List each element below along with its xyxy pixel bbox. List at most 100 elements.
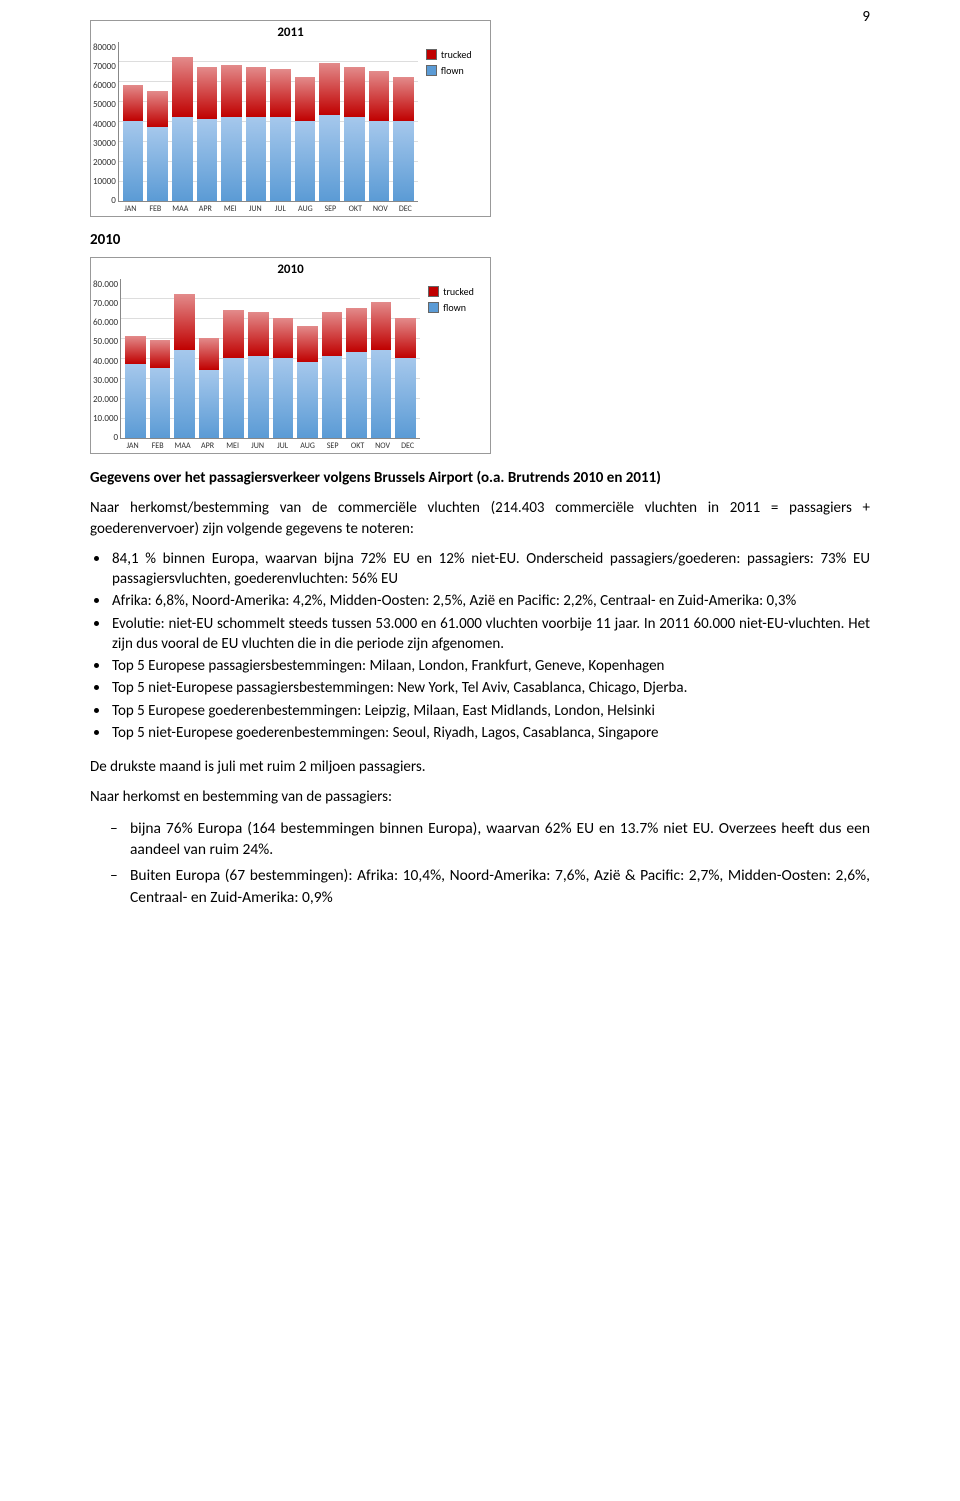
section-2010-label: 2010 [90, 231, 870, 249]
bar-seg-trucked [270, 69, 291, 117]
bar-seg-trucked [369, 71, 390, 121]
ytick-label: 30.000 [93, 375, 118, 386]
bar-seg-trucked [150, 340, 171, 368]
bar-seg-trucked [147, 91, 168, 127]
bar-seg-flown [319, 115, 340, 201]
ytick-label: 80000 [93, 42, 116, 53]
bar-seg-flown [147, 127, 168, 201]
bullet-item: Top 5 Europese goederenbestemmingen: Lei… [112, 701, 870, 721]
legend-label: flown [443, 301, 466, 314]
xtick-label: JUN [243, 204, 268, 214]
origin-destination-paragraph: Naar herkomst en bestemming van de passa… [90, 787, 870, 807]
bar-seg-trucked [248, 312, 269, 356]
bar [371, 302, 392, 438]
ytick-label: 60000 [93, 80, 116, 91]
legend-label: trucked [443, 285, 474, 298]
ytick-label: 30000 [93, 138, 116, 149]
chart-2010-yaxis: 80.00070.00060.00050.00040.00030.00020.0… [93, 279, 120, 443]
dash-list: bijna 76% Europa (164 bestemmingen binne… [90, 818, 870, 909]
xtick-label: AUG [293, 204, 318, 214]
ytick-label: 80.000 [93, 279, 118, 290]
bar-seg-trucked [295, 77, 316, 121]
chart-2011-yaxis: 8000070000600005000040000300002000010000… [93, 42, 118, 206]
bullet-item: Top 5 Europese passagiersbestemmingen: M… [112, 656, 870, 676]
xtick-label: NOV [370, 441, 395, 451]
bar-seg-trucked [174, 294, 195, 350]
bar [174, 294, 195, 438]
bar [393, 77, 414, 201]
bar [199, 338, 220, 438]
bar-seg-flown [346, 352, 367, 438]
bar-seg-flown [150, 368, 171, 438]
bullet-list: 84,1 % binnen Europa, waarvan bijna 72% … [90, 549, 870, 743]
bar [395, 318, 416, 438]
bar-seg-trucked [199, 338, 220, 370]
bullet-item: Afrika: 6,8%, Noord-Amerika: 4,2%, Midde… [112, 591, 870, 611]
chart-2011-title: 2011 [93, 25, 488, 40]
bar [273, 318, 294, 438]
bullet-item: Top 5 niet-Europese goederenbestemmingen… [112, 723, 870, 743]
xtick-label: AUG [295, 441, 320, 451]
ytick-label: 0 [93, 195, 116, 206]
bar-seg-flown [221, 117, 242, 201]
bar-seg-flown [395, 358, 416, 438]
chart-2011-plot [118, 42, 418, 202]
chart-2011-legend: trucked flown [418, 42, 476, 80]
bar-seg-trucked [371, 302, 392, 350]
bar-seg-flown [125, 364, 146, 438]
ytick-label: 20.000 [93, 394, 118, 405]
bar [369, 71, 390, 201]
legend-swatch [426, 49, 437, 60]
bullet-item: Top 5 niet-Europese passagiersbestemming… [112, 678, 870, 698]
bar-seg-flown [270, 117, 291, 201]
ytick-label: 60.000 [93, 317, 118, 328]
xtick-label: OKT [345, 441, 370, 451]
xtick-label: FEB [143, 204, 168, 214]
ytick-label: 50000 [93, 99, 116, 110]
xtick-label: JUN [245, 441, 270, 451]
bar-seg-trucked [273, 318, 294, 358]
bar-seg-flown [174, 350, 195, 438]
chart-2010-plot [120, 279, 420, 439]
legend-item: trucked [428, 285, 474, 298]
bar-seg-flown [199, 370, 220, 438]
bar [123, 85, 144, 201]
chart-2010: 2010 80.00070.00060.00050.00040.00030.00… [90, 257, 491, 454]
page-number: 9 [862, 8, 870, 26]
bar-seg-trucked [297, 326, 318, 362]
ytick-label: 10000 [93, 176, 116, 187]
bar-seg-flown [123, 121, 144, 201]
xtick-label: FEB [145, 441, 170, 451]
bar-seg-flown [371, 350, 392, 438]
intro-paragraph: Naar herkomst/bestemming van de commerci… [90, 498, 870, 539]
bar-seg-flown [273, 358, 294, 438]
bar [346, 308, 367, 438]
bar [246, 67, 267, 201]
bar-seg-flown [344, 117, 365, 201]
legend-label: flown [441, 64, 464, 77]
bar-seg-flown [369, 121, 390, 201]
bullet-item: 84,1 % binnen Europa, waarvan bijna 72% … [112, 549, 870, 590]
bar-seg-trucked [393, 77, 414, 121]
xtick-label: APR [195, 441, 220, 451]
bar [150, 340, 171, 438]
bar-seg-trucked [395, 318, 416, 358]
legend-item: flown [426, 64, 472, 77]
bar-seg-trucked [125, 336, 146, 364]
bar-seg-flown [322, 356, 343, 438]
xtick-label: SEP [318, 204, 343, 214]
xtick-label: NOV [368, 204, 393, 214]
xtick-label: DEC [393, 204, 418, 214]
xtick-label: JUL [268, 204, 293, 214]
bar [344, 67, 365, 201]
bar-seg-trucked [221, 65, 242, 117]
bar [197, 67, 218, 201]
xtick-label: JAN [120, 441, 145, 451]
xtick-label: MEI [220, 441, 245, 451]
bar-seg-trucked [322, 312, 343, 356]
legend-label: trucked [441, 48, 472, 61]
bar-seg-trucked [246, 67, 267, 117]
bar [223, 310, 244, 438]
chart-2011: 2011 80000700006000050000400003000020000… [90, 20, 491, 217]
bar-seg-trucked [319, 63, 340, 115]
